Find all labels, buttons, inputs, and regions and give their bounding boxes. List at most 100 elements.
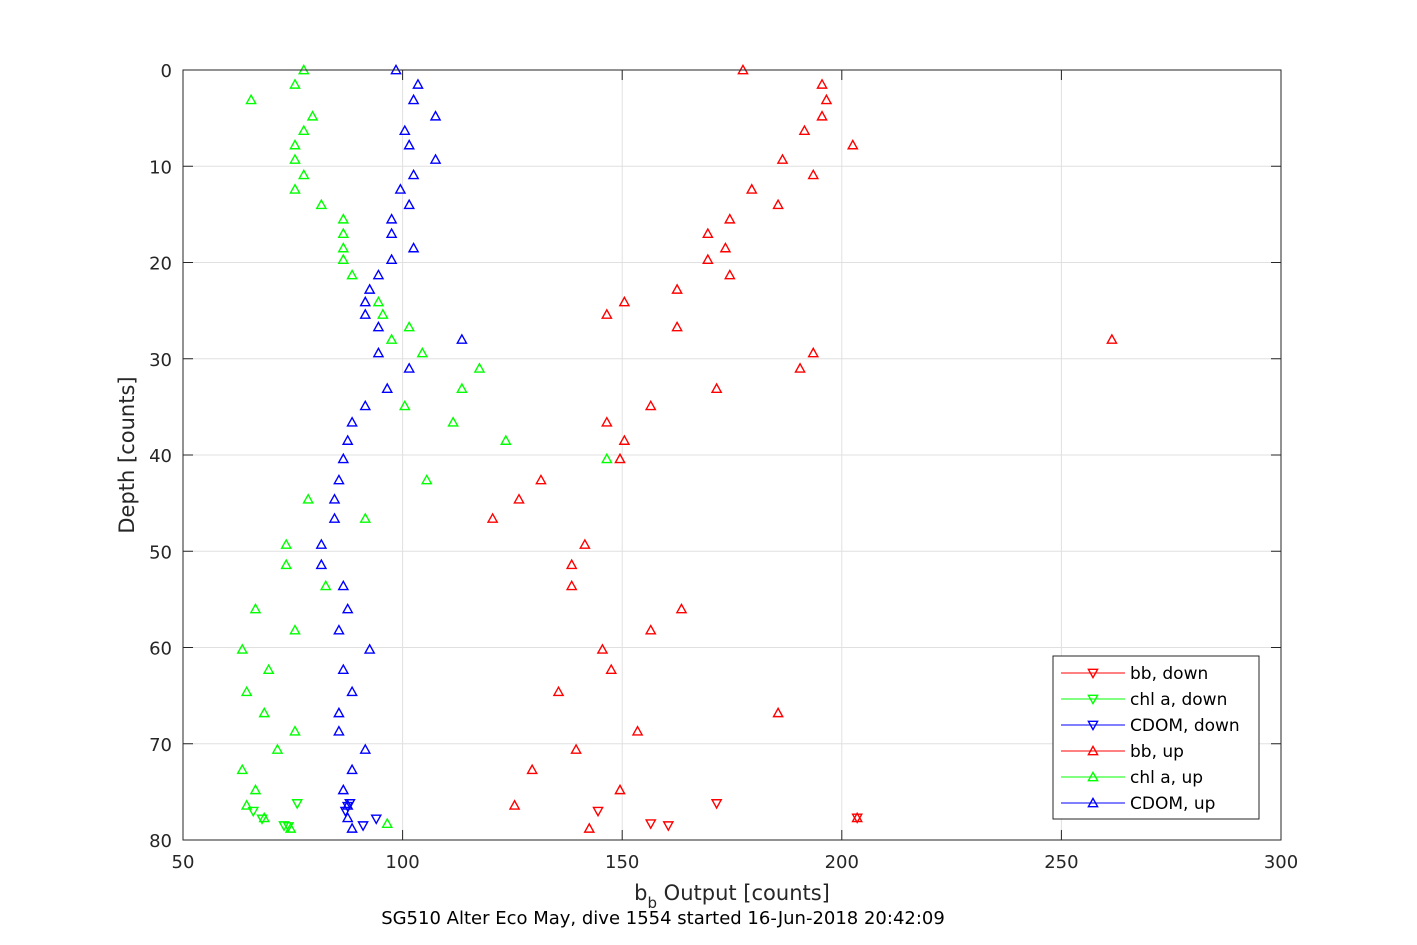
data-point xyxy=(820,93,833,105)
data-point xyxy=(500,434,512,445)
data-point xyxy=(745,183,758,194)
data-point xyxy=(403,139,415,150)
data-point xyxy=(702,253,714,264)
series-chl-a-down xyxy=(247,799,303,833)
data-point xyxy=(631,725,644,736)
data-point xyxy=(359,295,372,307)
data-point xyxy=(644,399,657,411)
series-cdom-up xyxy=(315,63,468,833)
y-tick-label: 50 xyxy=(149,542,172,563)
data-point xyxy=(552,685,565,697)
data-point xyxy=(565,558,578,570)
data-point xyxy=(719,242,732,253)
data-point xyxy=(284,822,297,833)
data-point xyxy=(236,643,249,654)
legend-marker xyxy=(1087,668,1099,680)
y-axis-label: Depth [counts] xyxy=(115,376,139,533)
data-point xyxy=(271,743,284,754)
data-point xyxy=(306,110,319,121)
data-point xyxy=(346,822,358,833)
legend-label: bb, up xyxy=(1130,742,1184,762)
data-point xyxy=(370,814,383,825)
data-point xyxy=(513,493,525,504)
data-series xyxy=(236,63,1118,833)
data-point xyxy=(319,579,332,591)
legend-marker xyxy=(1087,694,1099,706)
data-point xyxy=(333,473,345,485)
data-point xyxy=(403,198,415,210)
data-point xyxy=(671,283,683,294)
y-tick-label: 40 xyxy=(149,446,172,467)
data-point xyxy=(846,139,859,150)
data-point xyxy=(372,320,385,332)
data-point xyxy=(359,512,372,523)
data-point xyxy=(851,811,863,823)
data-point xyxy=(333,624,345,635)
data-point xyxy=(377,308,389,319)
data-point xyxy=(535,473,547,485)
data-point xyxy=(671,320,683,332)
data-point xyxy=(258,811,271,823)
figure-caption: SG510 Alter Eco May, dive 1554 started 1… xyxy=(381,908,945,929)
data-point xyxy=(315,558,328,570)
data-point xyxy=(403,320,415,332)
legend-label: chl a, up xyxy=(1130,768,1203,788)
data-point xyxy=(407,242,420,253)
data-point xyxy=(618,434,631,445)
x-tick-label: 200 xyxy=(825,852,859,873)
data-point xyxy=(794,362,806,373)
data-point xyxy=(385,227,398,239)
data-point xyxy=(601,416,613,427)
y-tick-label: 10 xyxy=(149,157,172,178)
data-point xyxy=(328,493,341,504)
data-point xyxy=(337,227,350,239)
data-point xyxy=(596,643,609,654)
data-point xyxy=(245,93,257,105)
series-bb-up xyxy=(486,63,1118,833)
data-point xyxy=(798,124,811,136)
data-point xyxy=(363,283,376,294)
data-point xyxy=(381,817,394,829)
data-point xyxy=(447,416,459,427)
data-point xyxy=(346,416,358,427)
data-point xyxy=(262,663,275,675)
x-tick-label: 50 xyxy=(172,852,195,873)
data-point xyxy=(346,763,358,775)
data-point xyxy=(291,799,303,810)
data-point xyxy=(772,198,784,210)
x-tick-labels: 50 100 150 200 250 300 xyxy=(172,852,1299,873)
legend-marker xyxy=(1087,744,1099,756)
data-point xyxy=(282,822,295,833)
data-point xyxy=(346,268,358,280)
data-point xyxy=(337,213,350,224)
legend: bb, down chl a, down CDOM, down bb, up chl a… xyxy=(1052,655,1260,820)
data-point xyxy=(807,168,820,180)
data-point xyxy=(315,198,328,210)
data-point xyxy=(357,821,369,832)
data-point xyxy=(565,579,578,591)
data-point xyxy=(583,822,596,833)
legend-label: bb, down xyxy=(1130,664,1208,684)
data-point xyxy=(341,434,354,445)
data-point xyxy=(429,153,442,164)
data-point xyxy=(359,308,372,319)
data-point xyxy=(315,538,328,549)
data-point xyxy=(662,821,675,832)
data-point xyxy=(289,153,301,164)
data-point xyxy=(280,558,293,570)
data-point xyxy=(337,452,350,464)
data-point xyxy=(473,362,486,373)
data-point xyxy=(258,706,271,718)
data-point xyxy=(601,308,613,319)
data-point xyxy=(724,213,736,224)
legend-label: CDOM, up xyxy=(1130,794,1215,814)
data-point xyxy=(710,382,723,393)
data-point xyxy=(337,242,350,253)
legend-marker xyxy=(1087,770,1099,782)
data-point xyxy=(289,78,301,89)
data-point xyxy=(337,579,350,591)
y-tick-label: 70 xyxy=(149,735,172,756)
data-point xyxy=(816,78,828,89)
data-point xyxy=(605,663,618,675)
